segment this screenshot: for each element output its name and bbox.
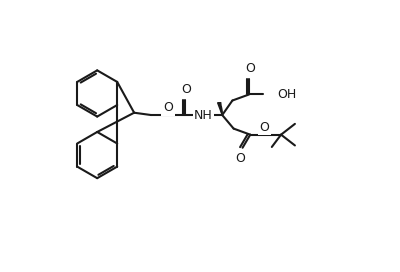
Text: OH: OH [277, 88, 296, 101]
Text: O: O [235, 152, 245, 165]
Text: O: O [163, 101, 173, 114]
Text: O: O [181, 83, 191, 96]
Polygon shape [218, 103, 222, 115]
Text: NH: NH [194, 109, 213, 122]
Text: O: O [259, 121, 269, 134]
Text: O: O [246, 62, 256, 75]
